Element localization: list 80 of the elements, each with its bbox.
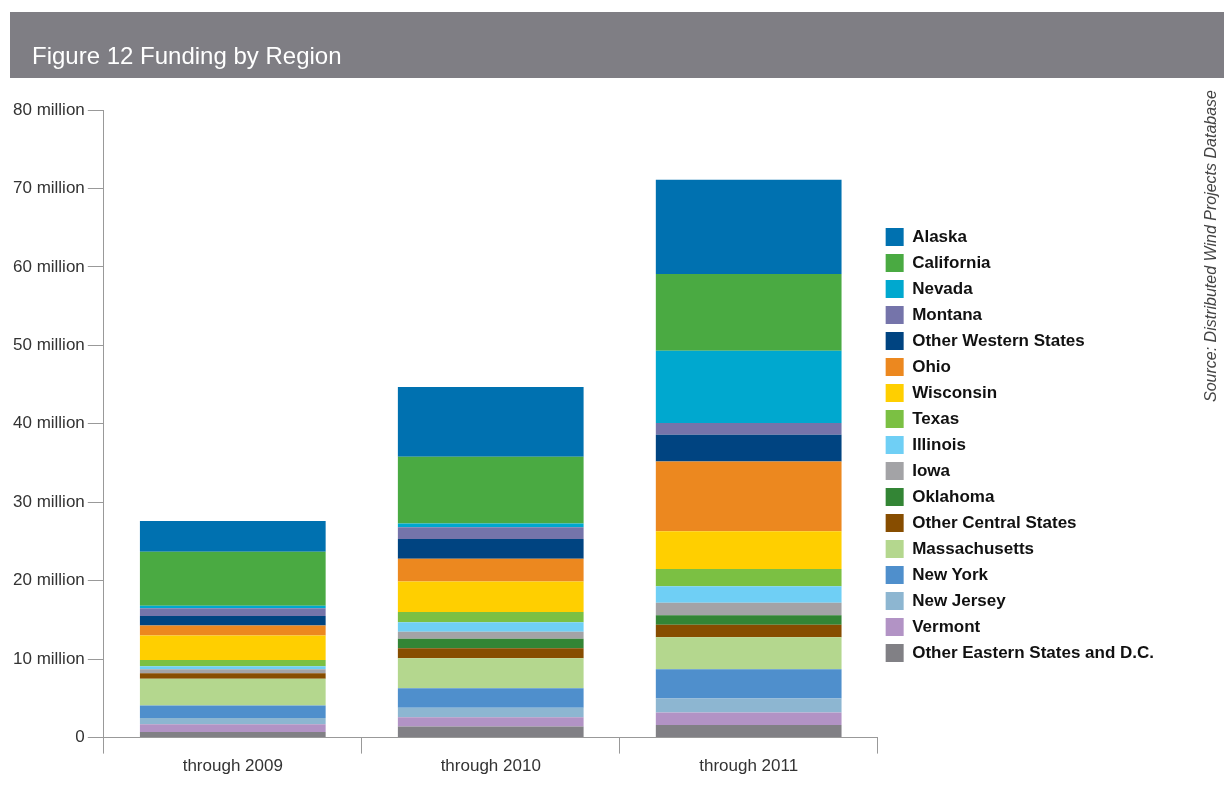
bar: [655, 669, 842, 699]
legend-label: Montana: [912, 304, 983, 324]
bar: [397, 726, 584, 738]
bar: [139, 666, 326, 670]
legend-label: Texas: [912, 408, 960, 428]
bar: [655, 586, 842, 603]
bar: [139, 705, 326, 718]
x-tick-label: through 2010: [440, 756, 541, 776]
bar: [139, 551, 326, 606]
bar: [139, 635, 326, 660]
bar: [397, 527, 584, 540]
bar: [655, 615, 842, 625]
bar: [397, 707, 584, 718]
bar: [655, 624, 842, 638]
bar: [655, 637, 842, 670]
y-tick-label: 40 million: [13, 413, 85, 433]
y-tick-label: 10 million: [13, 648, 85, 668]
bar: [397, 581, 584, 613]
bar: [139, 673, 326, 679]
x-tick-label: through 2011: [699, 756, 799, 776]
bar: [397, 523, 584, 528]
source-note: Source: Distributed Wind Projects Database: [1202, 89, 1220, 402]
bar: [139, 521, 326, 552]
bar: [655, 602, 842, 616]
legend-label: Oklahoma: [912, 486, 995, 506]
bar: [139, 724, 326, 733]
bar: [655, 698, 842, 713]
bar: [655, 712, 842, 726]
bar: [139, 608, 326, 616]
bar: [655, 179, 842, 274]
bar: [655, 531, 842, 569]
bar: [655, 423, 842, 435]
bar: [139, 678, 326, 706]
legend-label: Nevada: [912, 278, 974, 298]
bar: [397, 539, 584, 559]
bar: [397, 638, 584, 649]
bar: [397, 688, 584, 708]
legend-label: Wisconsin: [912, 382, 998, 402]
legend-label: New Jersey: [912, 590, 1007, 610]
y-tick-label: 20 million: [13, 570, 85, 590]
bar: [655, 568, 842, 587]
bar: [397, 386, 584, 457]
legend-label: Other Central States: [912, 512, 1077, 532]
legend-label: Alaska: [912, 226, 968, 246]
bar: [397, 648, 584, 659]
legend-label: California: [912, 252, 992, 272]
y-tick-label: 60 million: [13, 256, 85, 276]
x-tick-label: through 2009: [182, 756, 283, 776]
chart-title: Figure 12 Funding by Region: [32, 42, 342, 70]
y-tick-label: 70 million: [13, 178, 85, 198]
bar: [397, 612, 584, 623]
y-tick-label: 30 million: [13, 491, 85, 511]
bar: [139, 732, 326, 738]
legend-label: Ohio: [912, 356, 951, 376]
bar: [655, 434, 842, 462]
bar: [139, 616, 326, 626]
bar: [139, 659, 326, 667]
bar: [397, 717, 584, 727]
legend-label: Illinois: [912, 434, 966, 454]
legend-label: Massachusetts: [912, 538, 1035, 558]
bar: [655, 350, 842, 424]
bar: [139, 669, 326, 674]
y-tick-label: 0: [75, 727, 85, 747]
legend-label: Other Western States: [912, 330, 1085, 350]
legend-label: Iowa: [912, 460, 951, 480]
y-tick-label: 50 million: [13, 335, 85, 355]
legend-label: New York: [912, 564, 989, 584]
bar: [397, 558, 584, 582]
legend-label: Other Eastern States and D.C.: [912, 642, 1154, 662]
legend-label: Vermont: [912, 616, 981, 636]
bar: [139, 717, 326, 725]
bar: [397, 456, 584, 524]
bar: [655, 273, 842, 351]
y-tick-label: 80 million: [13, 99, 85, 119]
bar: [397, 658, 584, 689]
bar: [397, 631, 584, 639]
bar: [655, 725, 842, 738]
bar: [139, 625, 326, 636]
bar: [397, 622, 584, 632]
bar: [655, 461, 842, 532]
